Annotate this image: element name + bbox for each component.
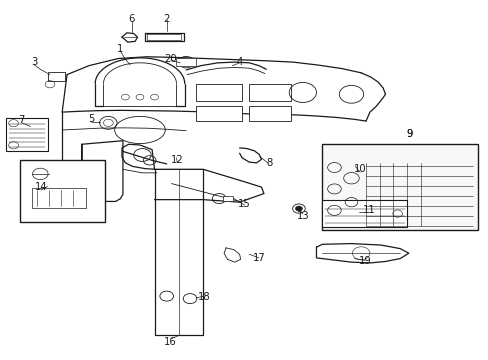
Bar <box>32 188 85 208</box>
Bar <box>6 118 47 151</box>
Bar <box>196 84 242 102</box>
Text: 16: 16 <box>164 337 177 347</box>
Text: 9: 9 <box>406 129 412 139</box>
Text: 14: 14 <box>35 182 47 192</box>
Circle shape <box>295 206 302 211</box>
Text: 8: 8 <box>266 158 272 168</box>
Text: 5: 5 <box>88 114 94 124</box>
Text: 3: 3 <box>31 57 38 67</box>
Text: 11: 11 <box>362 205 375 215</box>
Text: 12: 12 <box>171 156 183 165</box>
Bar <box>249 106 290 121</box>
Text: 19: 19 <box>358 256 371 266</box>
Text: 6: 6 <box>128 14 135 23</box>
Text: 9: 9 <box>406 129 412 139</box>
Bar <box>176 58 196 66</box>
Bar <box>47 72 64 81</box>
Bar <box>20 159 105 222</box>
Bar <box>322 144 477 230</box>
Bar <box>249 84 290 102</box>
Text: 15: 15 <box>238 199 250 209</box>
Text: 2: 2 <box>163 14 169 23</box>
Text: 10: 10 <box>353 164 366 174</box>
Text: 13: 13 <box>296 211 308 221</box>
Text: 20: 20 <box>164 54 177 64</box>
Text: 18: 18 <box>198 292 210 302</box>
Bar <box>322 201 407 227</box>
Text: 17: 17 <box>252 253 265 263</box>
Text: 7: 7 <box>19 115 25 125</box>
Bar <box>196 106 242 121</box>
Text: 1: 1 <box>117 44 123 54</box>
Bar <box>222 196 233 202</box>
Text: 4: 4 <box>236 57 242 67</box>
